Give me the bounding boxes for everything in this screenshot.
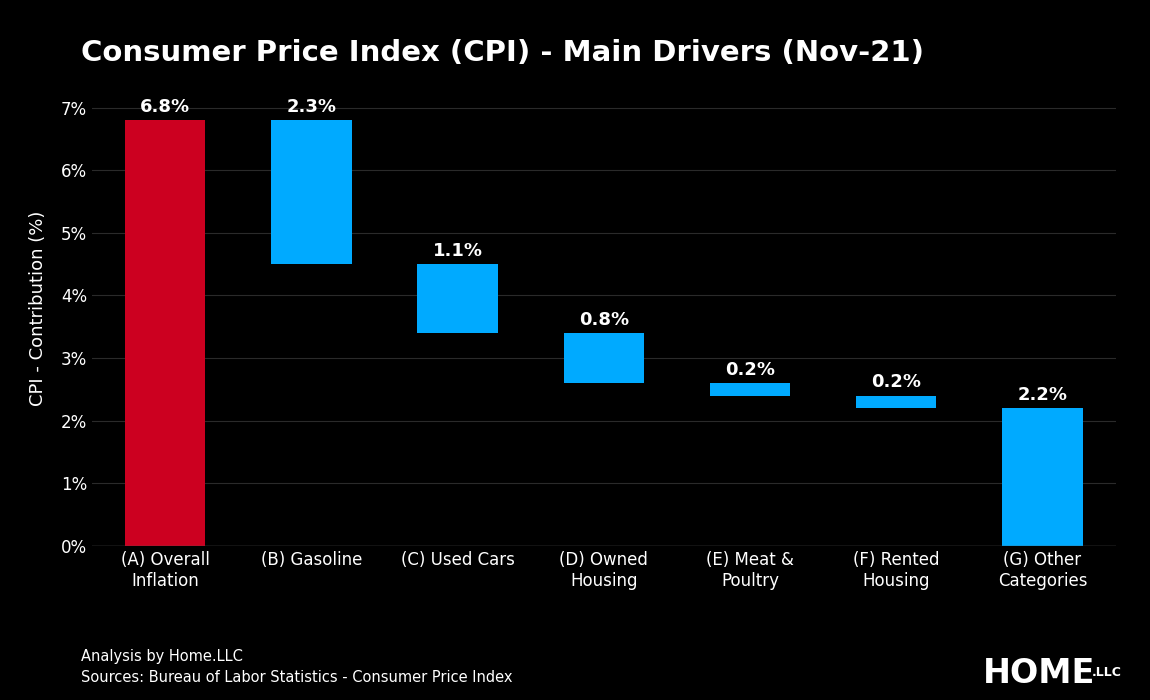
Bar [710, 383, 790, 395]
Bar [1002, 408, 1082, 546]
Bar [856, 395, 936, 408]
Text: Consumer Price Index (CPI) - Main Drivers (Nov-21): Consumer Price Index (CPI) - Main Driver… [81, 38, 923, 66]
Text: 0.2%: 0.2% [872, 373, 921, 391]
Bar [417, 264, 498, 333]
Text: 0.8%: 0.8% [578, 311, 629, 329]
Text: 1.1%: 1.1% [432, 241, 483, 260]
Y-axis label: CPI - Contribution (%): CPI - Contribution (%) [29, 210, 47, 406]
Text: .LLC: .LLC [1091, 666, 1121, 678]
Text: 6.8%: 6.8% [140, 98, 190, 116]
Bar [271, 120, 352, 264]
Bar [125, 120, 206, 546]
Text: Analysis by Home.LLC: Analysis by Home.LLC [81, 650, 243, 664]
Text: 2.2%: 2.2% [1018, 386, 1067, 404]
Text: Sources: Bureau of Labor Statistics - Consumer Price Index: Sources: Bureau of Labor Statistics - Co… [81, 671, 512, 685]
Text: 0.2%: 0.2% [724, 360, 775, 379]
Text: 2.3%: 2.3% [286, 98, 336, 116]
Bar [564, 333, 644, 383]
Text: HOME: HOME [983, 657, 1096, 690]
